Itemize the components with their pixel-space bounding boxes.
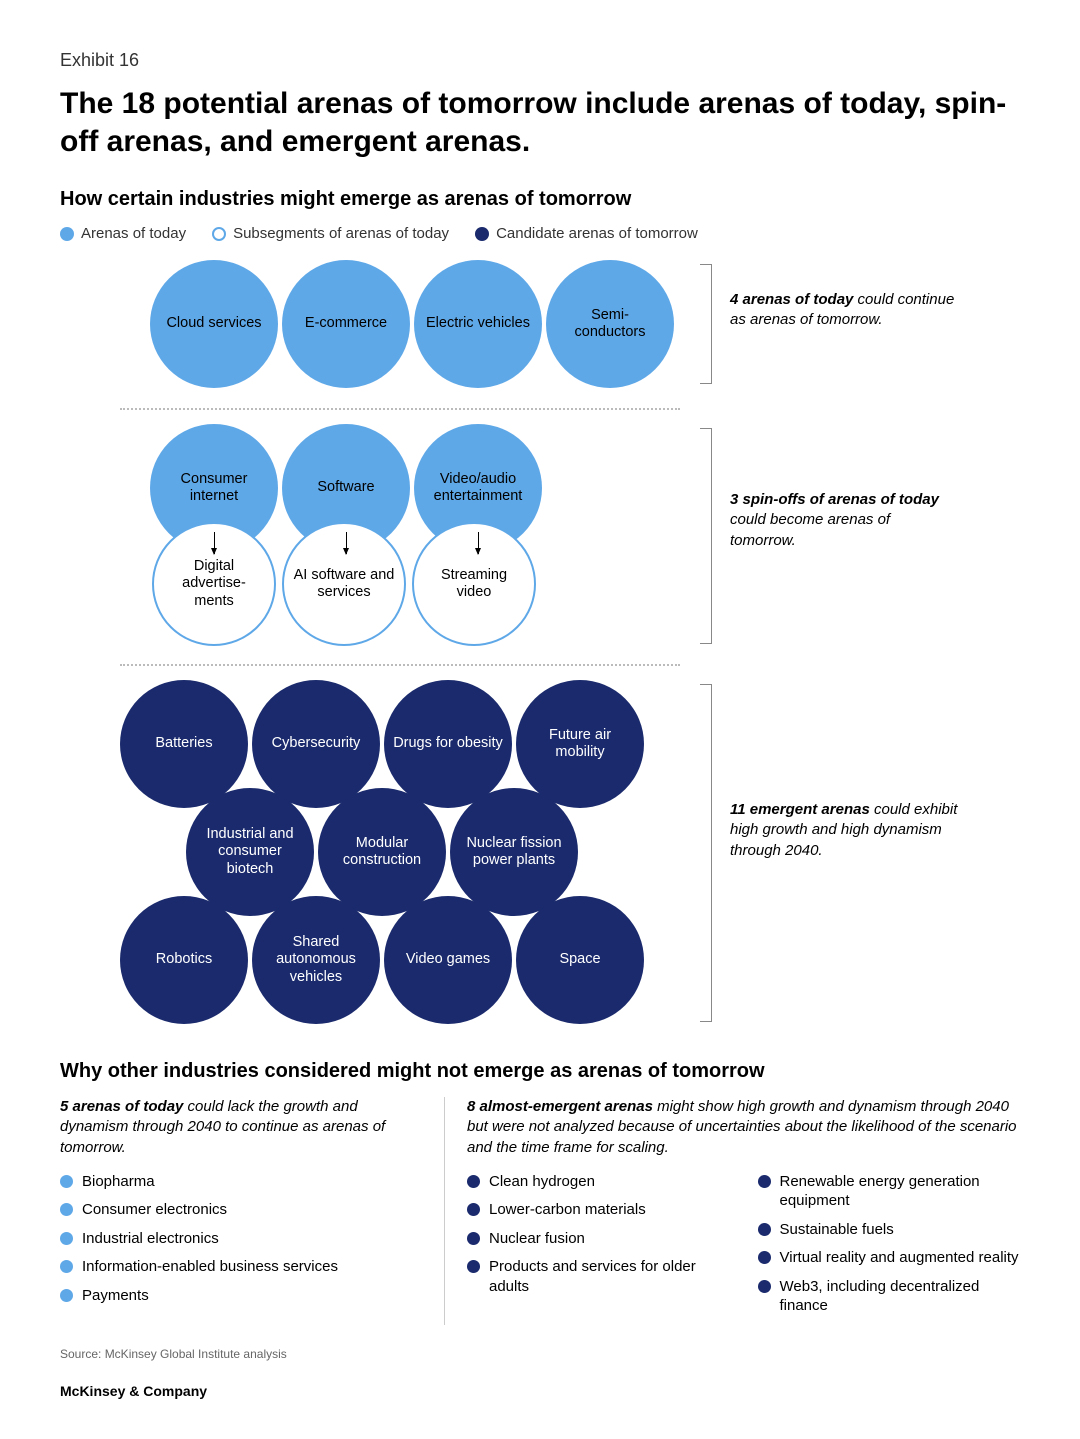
left-column: 5 arenas of today could lack the growth … [60, 1097, 444, 1325]
list-item-label: Information-enabled business services [82, 1257, 338, 1277]
divider-dotted [120, 664, 680, 666]
subtitle: How certain industries might emerge as a… [60, 188, 1020, 211]
arena-circle: Cloud services [150, 260, 278, 388]
legend: Arenas of today Subsegments of arenas of… [60, 225, 1020, 242]
bullet-icon [467, 1260, 480, 1273]
right-column: 8 almost-emergent arenas might show high… [444, 1097, 1020, 1325]
arena-circle: Streaming video [412, 522, 536, 646]
arrow-down-icon [214, 532, 215, 554]
arena-circle: Modular construction [318, 788, 446, 916]
left-col-desc: 5 arenas of today could lack the growth … [60, 1097, 424, 1158]
arena-circle: Shared autonomous vehicles [252, 896, 380, 1024]
bullet-icon [60, 1289, 73, 1302]
list-item: Virtual reality and augmented reality [758, 1248, 1021, 1268]
left-list: Biopharma Consumer electronics Industrial … [60, 1172, 424, 1306]
bullet-icon [467, 1232, 480, 1245]
legend-label: Candidate arenas of tomorrow [496, 225, 698, 242]
arena-circle: Space [516, 896, 644, 1024]
list-item-label: Nuclear fusion [489, 1229, 585, 1249]
legend-item-subseg: Subsegments of arenas of today [212, 225, 449, 242]
arena-circle: Nuclear fission power plants [450, 788, 578, 916]
bullet-icon [467, 1203, 480, 1216]
list-item: Payments [60, 1286, 424, 1306]
legend-label: Arenas of today [81, 225, 186, 242]
list-item: Nuclear fusion [467, 1229, 730, 1249]
legend-item-candidate: Candidate arenas of tomorrow [475, 225, 698, 242]
swatch-icon [60, 227, 74, 241]
arena-circle: Industrial and consumer biotech [186, 788, 314, 916]
list-item: Consumer electronics [60, 1200, 424, 1220]
list-item-label: Biopharma [82, 1172, 155, 1192]
annotation: 4 arenas of today could continue as aren… [730, 290, 960, 331]
arena-circle: E-commerce [282, 260, 410, 388]
annotation: 3 spin-offs of arenas of today could bec… [730, 490, 960, 551]
list-item-label: Lower-carbon materials [489, 1200, 646, 1220]
bullet-icon [758, 1175, 771, 1188]
list-item: Clean hydrogen [467, 1172, 730, 1192]
arena-circle: AI software and services [282, 522, 406, 646]
arena-circle: Future air mobility [516, 680, 644, 808]
list-item: Renewable energy generation equipment [758, 1172, 1021, 1211]
bullet-icon [467, 1175, 480, 1188]
annotation: 11 emergent arenas could exhibit high gr… [730, 800, 960, 861]
list-item: Information-enabled business services [60, 1257, 424, 1277]
arena-circle: Robotics [120, 896, 248, 1024]
arena-circle: Cybersecurity [252, 680, 380, 808]
swatch-icon [475, 227, 489, 241]
arena-circle: Electric vehicles [414, 260, 542, 388]
bullet-icon [60, 1203, 73, 1216]
lower-section: 5 arenas of today could lack the growth … [60, 1097, 1020, 1325]
arrow-down-icon [478, 532, 479, 554]
exhibit-label: Exhibit 16 [60, 50, 1020, 71]
bracket-icon [700, 264, 712, 384]
list-item: Biopharma [60, 1172, 424, 1192]
arena-circle: Batteries [120, 680, 248, 808]
list-item: Products and services for older adults [467, 1257, 730, 1296]
arena-circle: Drugs for obesity [384, 680, 512, 808]
bullet-icon [60, 1175, 73, 1188]
arenas-diagram: Cloud servicesE-commerceElectric vehicle… [60, 260, 990, 1040]
bracket-icon [700, 428, 712, 644]
page-title: The 18 potential arenas of tomorrow incl… [60, 85, 1020, 160]
swatch-icon [212, 227, 226, 241]
list-item-label: Web3, including decentralized finance [780, 1277, 1021, 1316]
right-list-a: Clean hydrogen Lower-carbon materials Nucl… [467, 1172, 730, 1325]
arrow-down-icon [346, 532, 347, 554]
legend-item-today: Arenas of today [60, 225, 186, 242]
divider-dotted [120, 408, 680, 410]
arena-circle: Semi- conductors [546, 260, 674, 388]
source-text: Source: McKinsey Global Institute analys… [60, 1347, 1020, 1361]
right-col-desc: 8 almost-emergent arenas might show high… [467, 1097, 1020, 1158]
bracket-icon [700, 684, 712, 1022]
list-item-label: Clean hydrogen [489, 1172, 595, 1192]
brand-text: McKinsey & Company [60, 1383, 1020, 1399]
bullet-icon [758, 1280, 771, 1293]
arena-circle: Video games [384, 896, 512, 1024]
list-item: Web3, including decentralized finance [758, 1277, 1021, 1316]
list-item-label: Sustainable fuels [780, 1220, 894, 1240]
list-item-label: Payments [82, 1286, 149, 1306]
right-list-b: Renewable energy generation equipment Sus… [758, 1172, 1021, 1325]
list-item: Sustainable fuels [758, 1220, 1021, 1240]
list-item: Industrial electronics [60, 1229, 424, 1249]
list-item-label: Products and services for older adults [489, 1257, 730, 1296]
legend-label: Subsegments of arenas of today [233, 225, 449, 242]
bullet-icon [758, 1223, 771, 1236]
list-item-label: Industrial electronics [82, 1229, 219, 1249]
list-item-label: Virtual reality and augmented reality [780, 1248, 1019, 1268]
list-item-label: Consumer electronics [82, 1200, 227, 1220]
list-item: Lower-carbon materials [467, 1200, 730, 1220]
bullet-icon [758, 1251, 771, 1264]
list-item-label: Renewable energy generation equipment [780, 1172, 1021, 1211]
bullet-icon [60, 1260, 73, 1273]
subtitle-2: Why other industries considered might no… [60, 1060, 1020, 1083]
bullet-icon [60, 1232, 73, 1245]
